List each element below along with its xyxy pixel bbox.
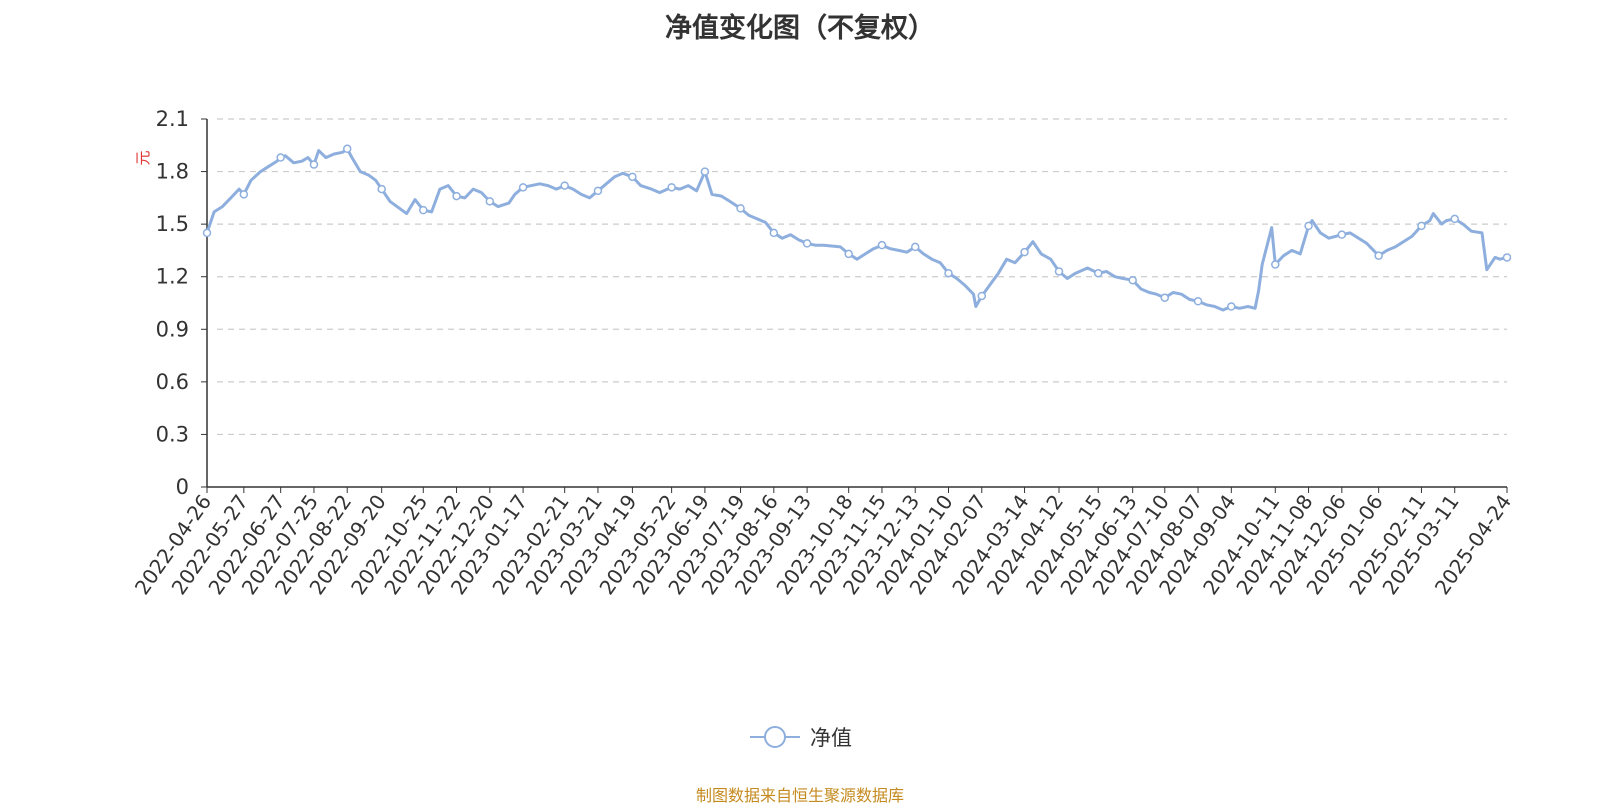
chart-title: 净值变化图（不复权）: [665, 13, 935, 44]
data-point-marker: [802, 239, 812, 248]
data-point-marker: [1450, 214, 1459, 224]
grid-lines: [217, 118, 1507, 436]
data-point-marker: [844, 249, 853, 259]
data-point-marker: [736, 204, 745, 213]
y-tick-label: 0.6: [156, 370, 189, 394]
y-tick-label: 1.5: [156, 212, 189, 236]
y-tick-label: 0.9: [156, 317, 189, 341]
data-point-marker: [1502, 253, 1512, 262]
data-point-marker: [1160, 293, 1170, 302]
y-tick-label: 2.1: [156, 107, 189, 131]
data-point-marker: [276, 153, 285, 162]
data-point-marker: [485, 197, 495, 206]
y-tick-label: 1.2: [156, 265, 189, 289]
y-unit-label: 元: [134, 150, 152, 165]
data-point-marker: [1337, 230, 1347, 239]
data-point-marker: [667, 183, 676, 192]
data-markers: [202, 144, 1512, 311]
legend-label: 净值: [810, 726, 852, 750]
y-tick-label: 1.8: [156, 160, 189, 184]
data-point-marker: [1128, 275, 1137, 285]
data-point-marker: [877, 240, 887, 250]
data-point-marker: [700, 167, 710, 176]
legend-symbol-icon: [750, 726, 800, 748]
series-net-value[interactable]: [205, 147, 1509, 312]
data-point-marker: [377, 184, 386, 194]
data-point-marker: [944, 268, 953, 278]
data-point-marker: [518, 183, 528, 192]
data-source-note: 制图数据来自恒生聚源数据库: [695, 786, 904, 805]
data-point-marker: [452, 191, 461, 201]
data-point-marker: [1054, 267, 1064, 276]
data-point-marker: [1193, 296, 1203, 306]
data-point-marker: [342, 144, 352, 154]
data-point-marker: [1271, 260, 1280, 269]
data-point-marker: [1020, 247, 1029, 257]
y-tick-label: 0.3: [156, 422, 189, 446]
data-point-marker: [977, 291, 987, 301]
data-point-marker: [1093, 268, 1103, 278]
data-point-marker: [202, 228, 212, 238]
data-point-marker: [309, 160, 319, 169]
data-point-marker: [1374, 251, 1383, 260]
data-point-marker: [593, 186, 603, 196]
data-point-marker: [1227, 302, 1236, 311]
data-point-marker: [628, 172, 637, 182]
data-point-marker: [1304, 221, 1313, 231]
legend[interactable]: 净值: [750, 722, 852, 752]
data-point-marker: [419, 205, 428, 215]
y-tick-label: 0: [176, 475, 189, 499]
data-point-marker: [769, 228, 779, 238]
data-point-marker: [910, 242, 920, 252]
data-point-marker: [1417, 221, 1426, 231]
data-point-marker: [560, 181, 569, 190]
data-point-marker: [239, 190, 249, 199]
series-line: [205, 147, 1509, 312]
axes: 00.30.60.91.21.51.82.12022-04-262022-05-…: [130, 107, 1516, 599]
